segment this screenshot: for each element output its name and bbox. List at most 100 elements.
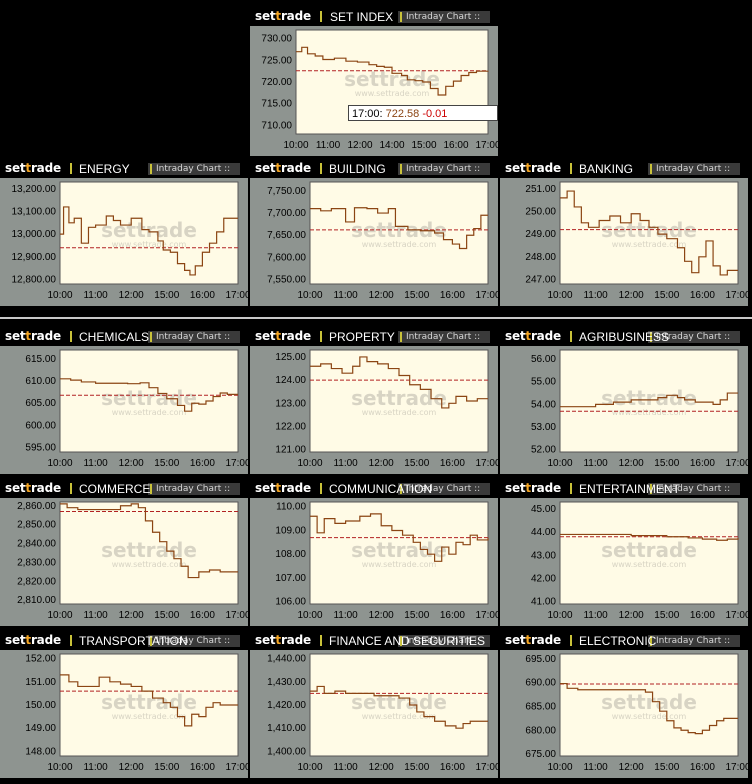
x-tick-label: 11:00 — [83, 458, 108, 469]
plot-area — [59, 501, 239, 605]
watermark: settrade — [101, 386, 197, 410]
x-tick-label: 10:00 — [47, 762, 72, 773]
settrade-logo: settrade — [5, 329, 61, 343]
intraday-chart-link[interactable]: Intraday Chart :: — [398, 483, 490, 495]
tooltip-time: 17:00: — [352, 108, 386, 120]
x-tick-label: 17:00 — [225, 290, 248, 301]
x-tick-label: 11:00 — [333, 290, 358, 301]
watermark-url: www.settrade.com — [355, 89, 430, 98]
chart-panel: settrade Intraday Chart :: AGRIBUSINESS set… — [500, 328, 748, 474]
y-tick-label: 710.00 — [261, 120, 292, 131]
y-tick-label: 1,420.00 — [267, 700, 306, 711]
y-tick-label: 53.00 — [531, 422, 556, 433]
chart-panel: settrade Intraday Chart :: COMMUNICATION se… — [250, 480, 498, 626]
watermark-url: www.settrade.com — [362, 240, 437, 249]
chart-svg: settradewww.settrade.com251.00250.00249.… — [525, 181, 748, 301]
plot-area — [559, 653, 739, 757]
y-tick-label: 2,840.00 — [17, 539, 56, 550]
x-tick-label: 16:00 — [190, 762, 215, 773]
y-tick-label: 151.00 — [25, 677, 56, 688]
y-tick-label: 125.00 — [275, 352, 306, 363]
settrade-logo: settrade — [255, 481, 311, 495]
price-line — [310, 685, 488, 729]
price-line — [310, 356, 488, 409]
x-tick-label: 15:00 — [654, 290, 679, 301]
x-tick-label: 15:00 — [154, 610, 179, 621]
header-separator — [570, 331, 572, 342]
x-tick-label: 16:00 — [690, 762, 715, 773]
chart-panel: settrade Intraday Chart :: ELECTRONIC settr… — [500, 632, 748, 778]
settrade-logo: settrade — [5, 161, 61, 175]
x-tick-label: 10:00 — [547, 610, 572, 621]
y-tick-label: 600.00 — [25, 420, 56, 431]
x-tick-label: 12:00 — [369, 762, 394, 773]
x-tick-label: 10:00 — [547, 290, 572, 301]
x-tick-label: 17:00 — [725, 610, 748, 621]
y-tick-label: 680.00 — [525, 725, 556, 736]
x-tick-label: 16:00 — [690, 610, 715, 621]
y-tick-label: 1,440.00 — [267, 654, 306, 665]
watermark: settrade — [101, 690, 197, 714]
x-tick-label: 16:00 — [190, 610, 215, 621]
intraday-chart-link[interactable]: Intraday Chart :: — [648, 331, 740, 343]
x-tick-label: 10:00 — [297, 290, 322, 301]
watermark: settrade — [351, 386, 447, 410]
watermark: settrade — [601, 690, 697, 714]
intraday-chart-link[interactable]: Intraday Chart :: — [648, 163, 740, 175]
section-divider — [0, 317, 752, 319]
y-tick-label: 251.00 — [525, 184, 556, 195]
x-tick-label: 11:00 — [333, 458, 358, 469]
x-tick-label: 10:00 — [297, 458, 322, 469]
x-tick-label: 16:00 — [190, 458, 215, 469]
intraday-chart-link[interactable]: Intraday Chart :: — [148, 483, 240, 495]
y-tick-label: 615.00 — [25, 354, 56, 365]
intraday-chart-link[interactable]: Intraday Chart :: — [398, 163, 490, 175]
settrade-logo: settrade — [505, 633, 561, 647]
watermark-url: www.settrade.com — [362, 408, 437, 417]
y-tick-label: 7,750.00 — [267, 186, 306, 197]
x-tick-label: 12:00 — [347, 140, 372, 151]
chart-panel: settrade Intraday Chart :: PROPERTY settrad… — [250, 328, 498, 474]
x-tick-label: 11:00 — [83, 610, 108, 621]
x-tick-label: 10:00 — [297, 610, 322, 621]
intraday-chart-link[interactable]: Intraday Chart :: — [648, 483, 740, 495]
watermark-url: www.settrade.com — [112, 560, 187, 569]
plot-area — [309, 181, 489, 285]
price-line — [60, 206, 238, 276]
chart-header: settrade Intraday Chart :: TRANSPORTATION — [0, 632, 248, 650]
intraday-chart-link[interactable]: Intraday Chart :: — [398, 635, 490, 647]
y-tick-label: 12,800.00 — [12, 274, 57, 285]
price-line — [560, 682, 738, 735]
intraday-chart-link[interactable]: Intraday Chart :: — [148, 331, 240, 343]
price-line — [60, 503, 238, 579]
x-tick-label: 12:00 — [119, 458, 144, 469]
x-tick-label: 16:00 — [190, 290, 215, 301]
chart-panel: settrade Intraday Chart :: BANKING settrade… — [500, 160, 748, 306]
chart-panel: settrade Intraday Chart :: BUILDING settrad… — [250, 160, 498, 306]
settrade-logo: settrade — [5, 481, 61, 495]
y-tick-label: 250.00 — [525, 206, 556, 217]
x-tick-label: 17:00 — [475, 290, 498, 301]
x-tick-label: 10:00 — [297, 762, 322, 773]
x-tick-label: 12:00 — [369, 290, 394, 301]
intraday-chart-link[interactable]: Intraday Chart :: — [398, 331, 490, 343]
price-line — [310, 513, 489, 562]
chart-panel: settrade Intraday Chart :: FINANCE AND SEC… — [250, 632, 498, 778]
chart-svg: settradewww.settrade.com13,200.0013,100.… — [12, 181, 248, 301]
y-tick-label: 675.00 — [525, 749, 556, 760]
price-tooltip: 17:00: 722.58 -0.01 — [348, 105, 498, 121]
intraday-chart-link[interactable]: Intraday Chart :: — [148, 163, 240, 175]
intraday-chart-link[interactable]: Intraday Chart :: — [648, 635, 740, 647]
x-tick-label: 17:00 — [225, 610, 248, 621]
chart-title: ENERGY — [79, 162, 130, 176]
watermark-url: www.settrade.com — [612, 240, 687, 249]
intraday-chart-link[interactable]: Intraday Chart :: — [398, 11, 490, 23]
chart-title: COMMUNICATION — [329, 482, 433, 496]
settrade-logo: settrade — [5, 633, 61, 647]
intraday-chart-link[interactable]: Intraday Chart :: — [148, 635, 240, 647]
price-line — [560, 533, 739, 541]
x-tick-label: 12:00 — [619, 610, 644, 621]
x-tick-label: 10:00 — [547, 458, 572, 469]
